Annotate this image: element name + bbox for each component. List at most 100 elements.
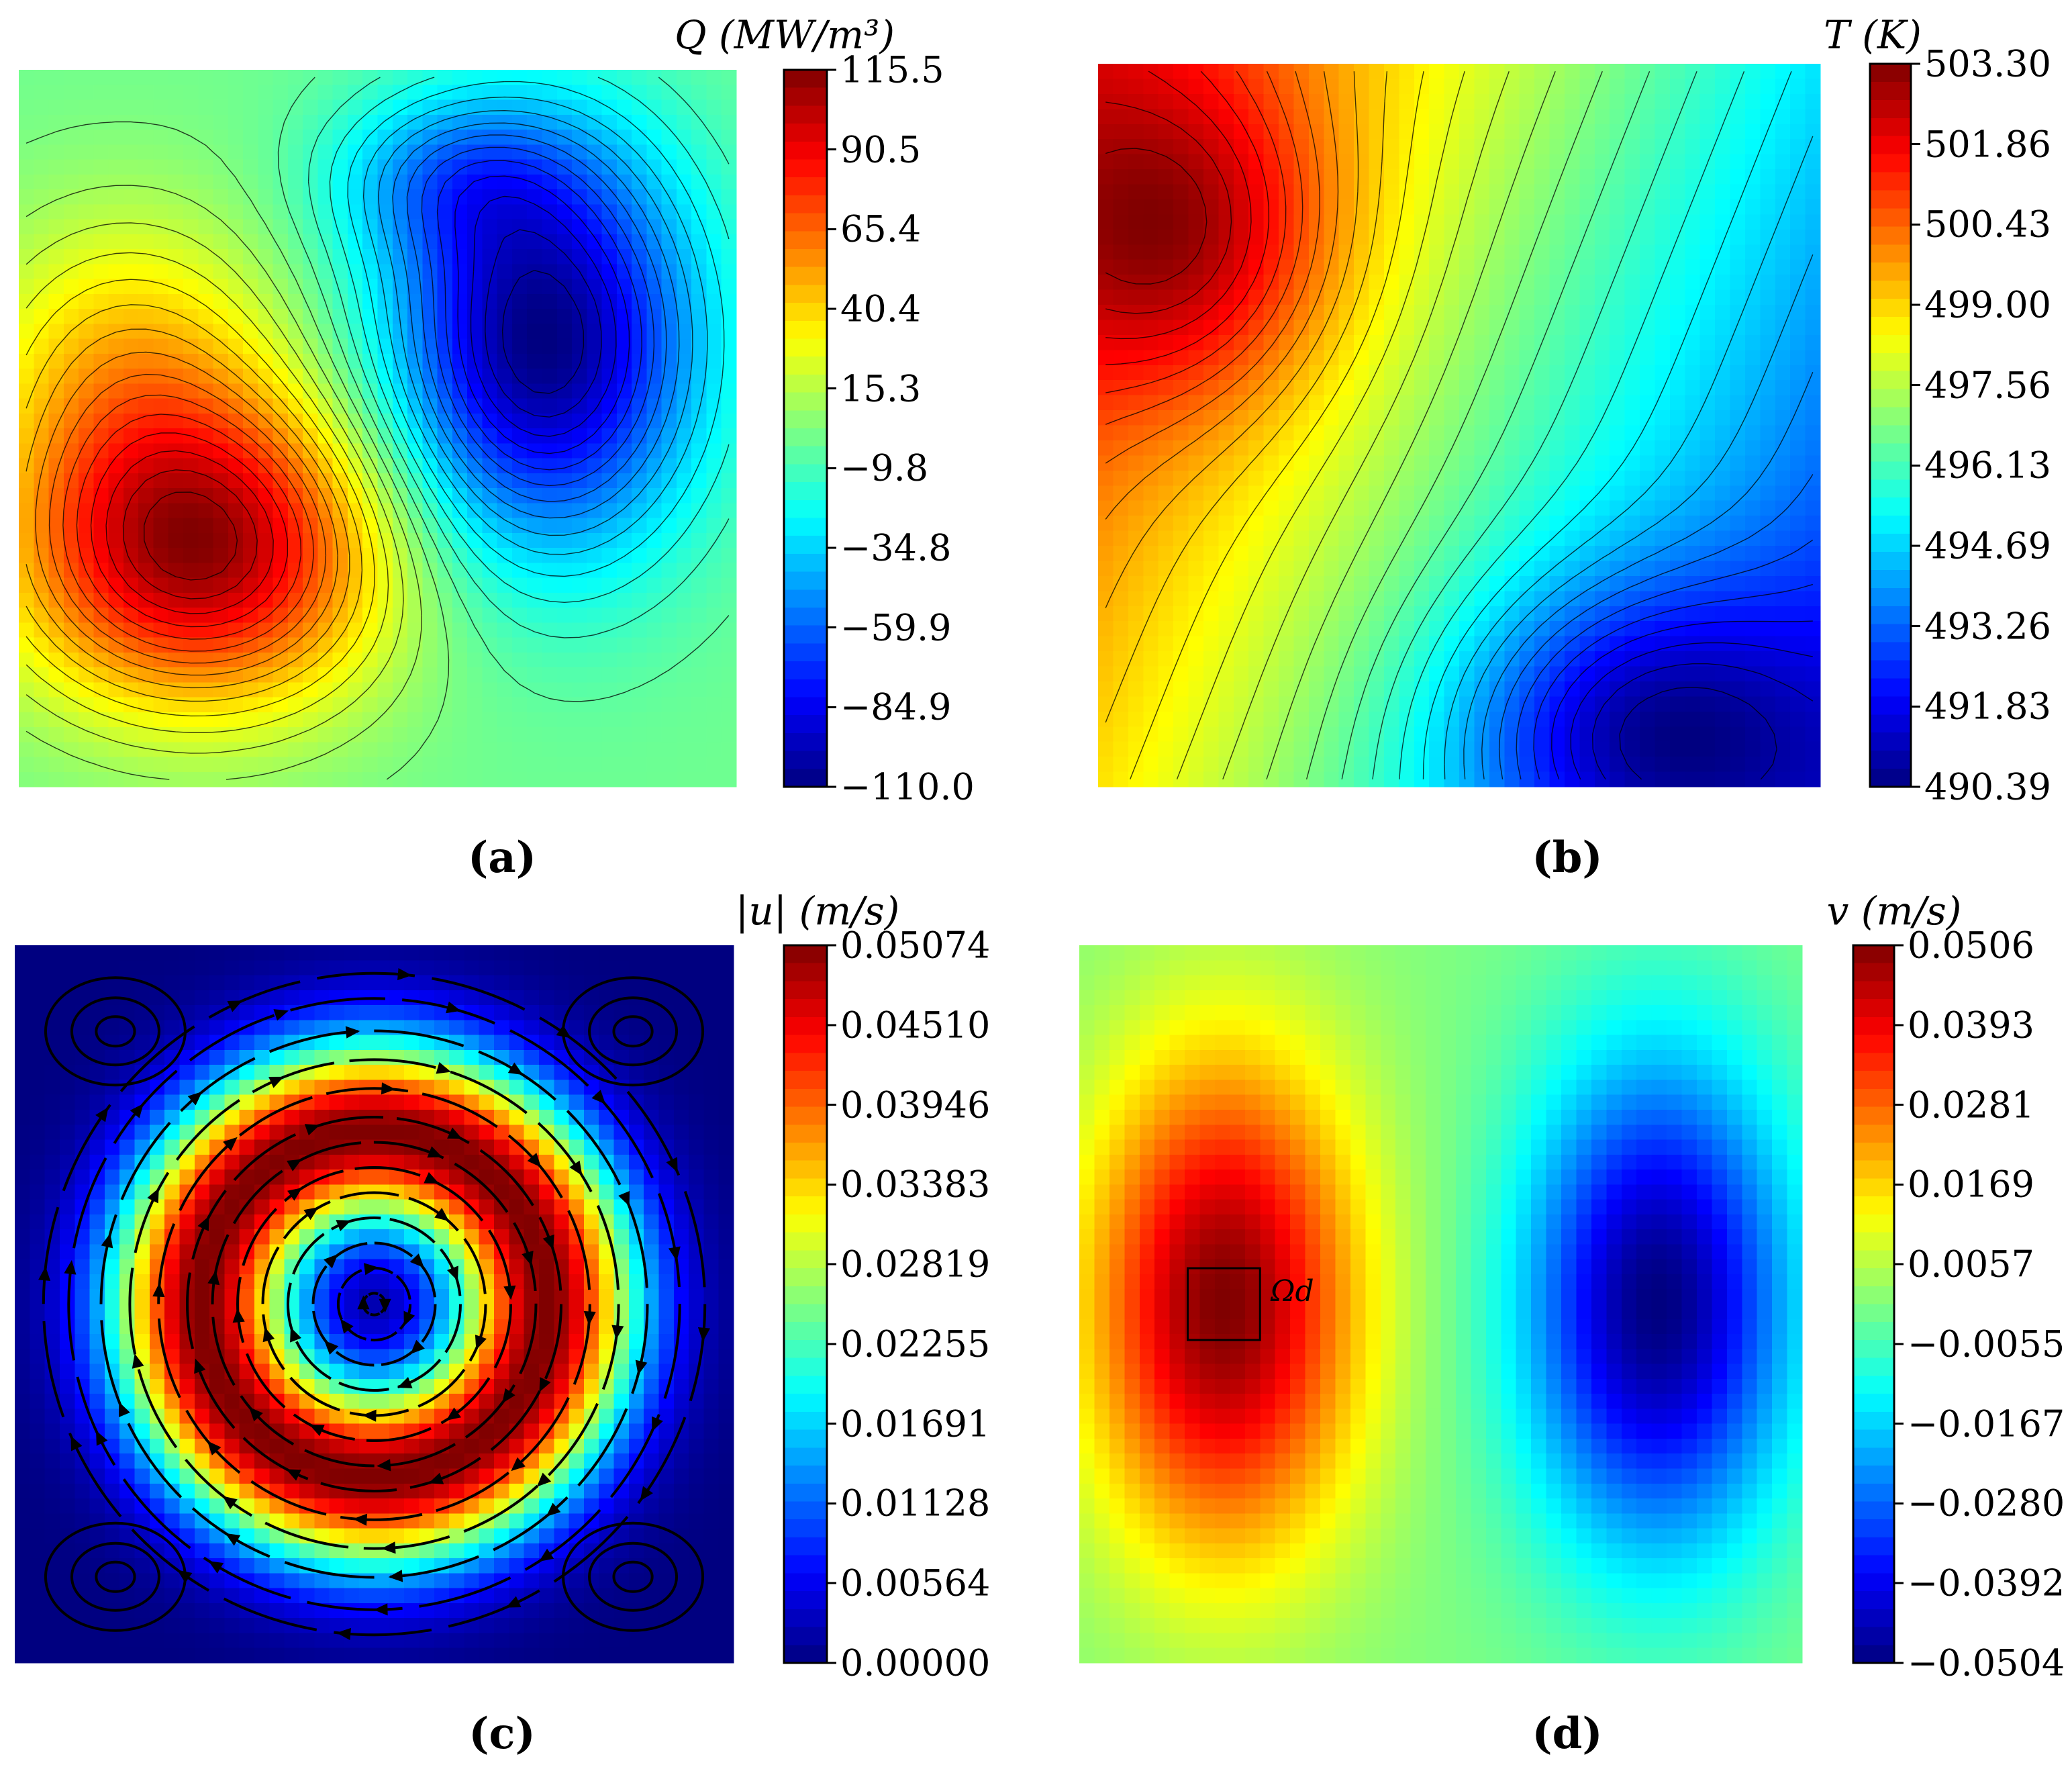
field-cell bbox=[138, 667, 154, 683]
field-cell bbox=[362, 652, 379, 668]
field-cell bbox=[1685, 199, 1701, 215]
field-cell bbox=[1113, 561, 1129, 577]
field-cell bbox=[1459, 109, 1475, 125]
field-cell bbox=[1354, 320, 1370, 336]
field-cell bbox=[1248, 109, 1265, 125]
field-cell bbox=[1354, 184, 1370, 200]
field-cell bbox=[108, 771, 124, 787]
field-cell bbox=[228, 279, 244, 295]
field-cell bbox=[1399, 591, 1415, 607]
field-cell bbox=[153, 682, 169, 698]
field-cell bbox=[646, 532, 662, 548]
field-cell bbox=[1655, 440, 1671, 456]
field-cell bbox=[1775, 425, 1791, 441]
field-cell bbox=[1744, 305, 1761, 321]
field-cell bbox=[228, 443, 244, 459]
field-cell bbox=[138, 309, 154, 324]
field-cell bbox=[1549, 440, 1565, 456]
field-cell bbox=[1775, 696, 1791, 712]
field-cell bbox=[1369, 184, 1385, 200]
field-cell bbox=[1685, 621, 1701, 637]
field-cell bbox=[63, 264, 79, 280]
field-cell bbox=[392, 114, 408, 130]
field-cell bbox=[1188, 79, 1204, 95]
field-cell bbox=[1203, 380, 1219, 396]
field-cell bbox=[1098, 621, 1114, 637]
field-cell bbox=[1383, 757, 1399, 773]
field-cell bbox=[1324, 365, 1340, 381]
field-cell bbox=[1173, 666, 1189, 682]
field-cell bbox=[34, 757, 50, 773]
field-cell bbox=[1775, 124, 1791, 140]
field-cell bbox=[228, 70, 244, 85]
field-cell bbox=[1293, 606, 1310, 622]
field-cell bbox=[691, 577, 707, 593]
field-cell bbox=[1293, 575, 1310, 591]
field-cell bbox=[1338, 169, 1354, 185]
field-cell bbox=[1308, 139, 1324, 155]
field-cell bbox=[556, 264, 573, 280]
field-cell bbox=[718, 945, 734, 961]
field-cell bbox=[1369, 124, 1385, 140]
field-cell bbox=[706, 264, 722, 280]
field-cell bbox=[1564, 516, 1580, 532]
field-cell bbox=[1218, 546, 1234, 562]
colorbar-band bbox=[1870, 407, 1911, 426]
field-cell bbox=[194, 945, 210, 961]
field-cell bbox=[347, 85, 363, 101]
field-cell bbox=[1790, 64, 1806, 80]
field-cell bbox=[632, 264, 647, 280]
field-cell bbox=[497, 443, 513, 459]
field-cell bbox=[691, 293, 707, 309]
field-cell bbox=[1579, 289, 1595, 305]
field-cell bbox=[392, 727, 408, 743]
field-cell bbox=[1730, 606, 1746, 622]
field-cell bbox=[587, 592, 603, 608]
field-cell bbox=[613, 945, 630, 961]
field-cell bbox=[556, 249, 573, 265]
field-cell bbox=[359, 945, 375, 961]
colorbar-band bbox=[1870, 81, 1911, 101]
field-cell bbox=[437, 324, 453, 340]
field-cell bbox=[1549, 154, 1565, 170]
field-cell bbox=[721, 338, 737, 354]
field-cell bbox=[676, 443, 692, 459]
field-cell bbox=[1263, 350, 1279, 366]
field-cell bbox=[1173, 636, 1189, 652]
field-cell bbox=[1805, 621, 1821, 637]
field-cell bbox=[213, 398, 229, 414]
field-cell bbox=[616, 99, 632, 115]
field-cell bbox=[572, 652, 587, 668]
field-cell bbox=[1263, 681, 1279, 697]
field-cell bbox=[1669, 711, 1685, 727]
field-cell bbox=[198, 742, 214, 758]
field-cell bbox=[1263, 546, 1279, 562]
field-cell bbox=[1640, 757, 1656, 773]
field-cell bbox=[556, 309, 573, 324]
field-cell bbox=[1699, 561, 1716, 577]
field-cell bbox=[138, 249, 154, 265]
field-cell bbox=[1308, 561, 1324, 577]
field-cell bbox=[467, 503, 483, 519]
field-cell bbox=[213, 563, 229, 579]
field-cell bbox=[1203, 124, 1219, 140]
field-cell bbox=[377, 99, 393, 115]
field-cell bbox=[362, 264, 379, 280]
field-cell bbox=[1383, 636, 1399, 652]
field-cell bbox=[1383, 470, 1399, 486]
field-cell bbox=[1414, 289, 1430, 305]
field-cell bbox=[138, 204, 154, 220]
field-cell bbox=[569, 990, 585, 1006]
field-cell bbox=[347, 189, 363, 205]
field-cell bbox=[1579, 109, 1595, 125]
field-cell bbox=[317, 443, 334, 459]
field-cell bbox=[377, 70, 393, 85]
field-cell bbox=[437, 652, 453, 668]
field-cell bbox=[179, 990, 195, 1006]
field-cell bbox=[1489, 425, 1505, 441]
field-cell bbox=[89, 945, 105, 961]
field-cell bbox=[19, 85, 34, 101]
field-cell bbox=[258, 577, 274, 593]
field-cell bbox=[437, 637, 453, 653]
field-cell bbox=[1549, 93, 1565, 109]
